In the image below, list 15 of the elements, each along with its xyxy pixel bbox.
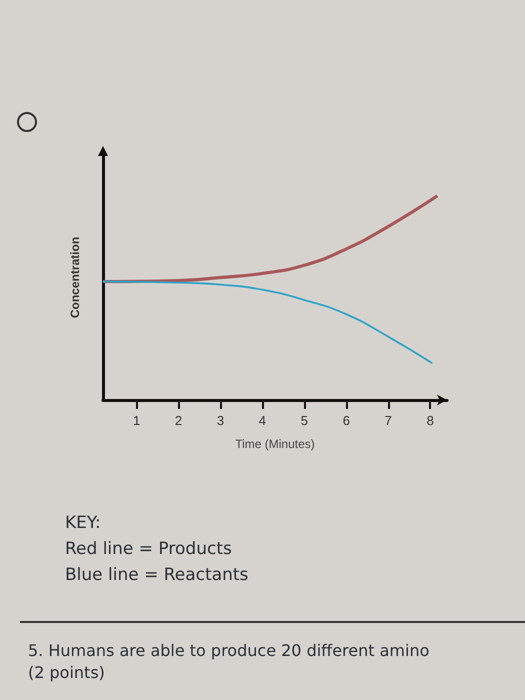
x-tick-label: 2: [174, 413, 182, 428]
x-tick-label: 5: [300, 413, 308, 428]
x-tick-label: 3: [216, 413, 224, 428]
x-tick-label: 8: [426, 413, 434, 428]
text: Blue line = Reactants: [65, 564, 248, 587]
x-tick-label: 7: [384, 413, 392, 428]
text: (2 points): [28, 662, 106, 684]
x-axis-title: Time (Minutes): [235, 437, 315, 451]
x-tick-label: 6: [342, 413, 350, 428]
x-tick-label: 4: [258, 413, 266, 428]
text: 5. Humans are able to produce 20 different amino: [28, 640, 430, 662]
x-tick-label: 1: [132, 413, 140, 428]
text: KEY:: [65, 512, 102, 535]
y-axis-title: Concentration: [68, 236, 82, 318]
text: Red line = Products: [65, 538, 233, 561]
